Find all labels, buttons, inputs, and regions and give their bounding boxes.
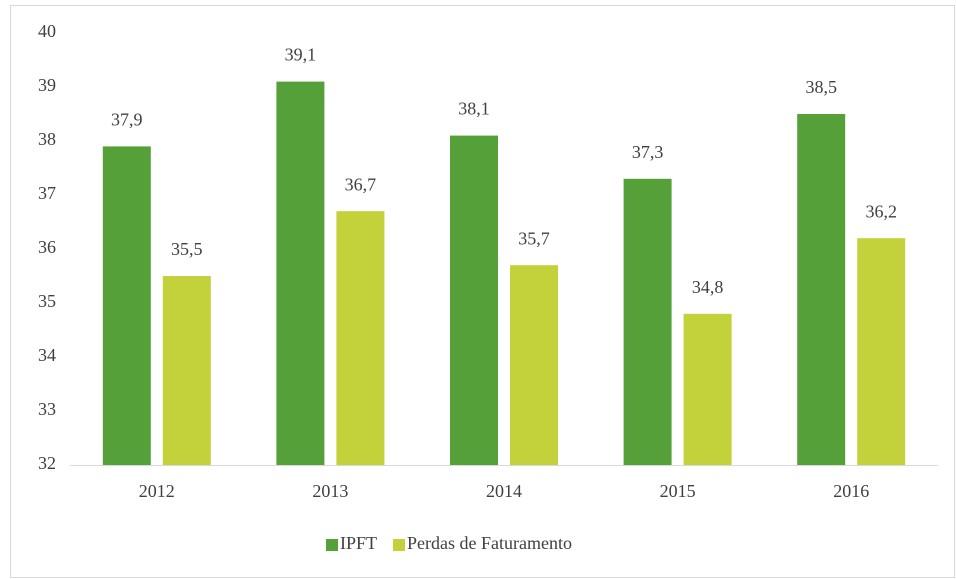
- y-tick-label: 33: [38, 399, 56, 419]
- value-label: 37,9: [111, 110, 143, 130]
- value-label: 38,5: [805, 77, 837, 97]
- value-label: 35,5: [171, 239, 203, 259]
- y-tick-label: 38: [38, 129, 56, 149]
- value-label: 37,3: [632, 142, 664, 162]
- x-tick-label: 2014: [486, 481, 522, 501]
- bar: [510, 265, 558, 465]
- y-tick-label: 40: [38, 21, 56, 41]
- bar: [857, 238, 906, 465]
- value-label: 35,7: [518, 228, 550, 248]
- y-tick-label: 32: [38, 453, 56, 473]
- bar: [683, 313, 732, 465]
- value-label: 34,8: [692, 277, 724, 297]
- y-tick-label: 34: [38, 345, 56, 365]
- y-tick-label: 39: [38, 75, 56, 95]
- y-tick-label: 36: [38, 237, 56, 257]
- legend-label: Perdas de Faturamento: [407, 533, 572, 553]
- legend-swatch: [393, 539, 406, 551]
- y-tick-label: 35: [38, 291, 56, 311]
- y-tick-label: 37: [38, 183, 56, 203]
- bar: [162, 276, 211, 465]
- bar: [102, 146, 151, 465]
- value-label: 39,1: [285, 45, 317, 65]
- bar: [797, 114, 846, 465]
- value-label: 38,1: [458, 99, 490, 119]
- bar: [336, 211, 385, 465]
- bar: [623, 178, 672, 466]
- bar: [450, 135, 498, 465]
- legend-swatch: [326, 539, 338, 551]
- x-tick-label: 2016: [833, 481, 869, 501]
- x-tick-label: 2013: [312, 481, 348, 501]
- x-tick-label: 2015: [660, 481, 696, 501]
- value-label: 36,2: [865, 201, 897, 221]
- legend-label: IPFT: [340, 533, 377, 553]
- x-tick-label: 2012: [139, 481, 175, 501]
- bar: [276, 81, 325, 465]
- value-label: 36,7: [345, 174, 377, 194]
